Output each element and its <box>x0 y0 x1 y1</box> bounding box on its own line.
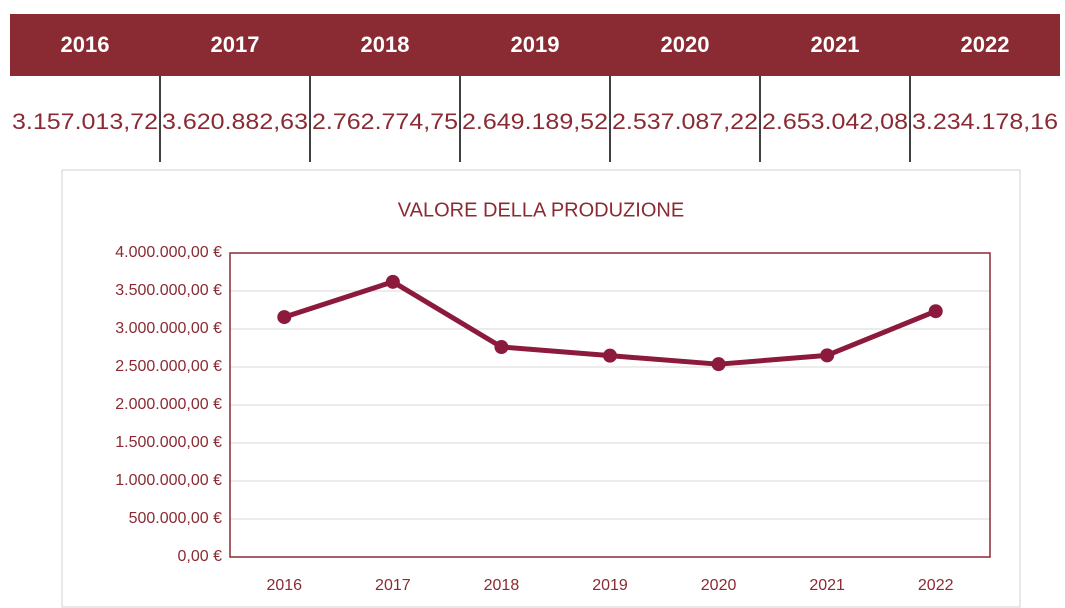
x-tick-label: 2016 <box>266 577 302 594</box>
table-cell: 3.157.013,72 <box>12 109 158 134</box>
table-header: 2020 <box>661 32 710 57</box>
table-cell: 2.762.774,75 <box>312 109 458 134</box>
y-tick-label: 3.000.000,00 € <box>115 320 222 337</box>
data-point <box>494 340 509 355</box>
y-tick-label: 2.500.000,00 € <box>115 358 222 375</box>
table-cell: 2.653.042,08 <box>762 109 908 134</box>
table-header: 2017 <box>211 32 260 57</box>
table-header: 2019 <box>511 32 560 57</box>
y-tick-label: 2.000.000,00 € <box>115 396 222 413</box>
table-cell: 3.620.882,63 <box>162 109 308 134</box>
table-header: 2022 <box>961 32 1010 57</box>
y-tick-label: 4.000.000,00 € <box>115 244 222 261</box>
table-header: 2018 <box>361 32 410 57</box>
y-tick-label: 500.000,00 € <box>129 510 223 527</box>
table-header-band <box>10 14 1060 76</box>
data-point <box>820 348 835 363</box>
table-header: 2021 <box>811 32 860 57</box>
x-tick-label: 2022 <box>918 577 954 594</box>
data-point <box>385 274 400 289</box>
x-tick-label: 2018 <box>484 577 520 594</box>
table-cell: 2.537.087,22 <box>612 109 758 134</box>
plot-border <box>229 252 991 558</box>
y-tick-label: 3.500.000,00 € <box>115 282 222 299</box>
data-point <box>928 304 943 319</box>
table-header: 2016 <box>61 32 110 57</box>
y-tick-label: 1.000.000,00 € <box>115 472 222 489</box>
data-point <box>277 310 292 325</box>
table-cell: 2.649.189,52 <box>462 109 608 134</box>
data-point <box>603 348 617 363</box>
x-tick-label: 2017 <box>375 577 411 594</box>
x-tick-label: 2021 <box>809 577 845 594</box>
x-tick-label: 2020 <box>701 577 737 594</box>
x-tick-label: 2019 <box>592 577 628 594</box>
table-cell: 3.234.178,16 <box>912 109 1058 134</box>
data-point <box>711 357 726 372</box>
chart-title: VALORE DELLA PRODUZIONE <box>398 199 684 221</box>
y-tick-label: 0,00 € <box>178 548 223 565</box>
chart-frame <box>61 169 1021 608</box>
y-tick-label: 1.500.000,00 € <box>115 434 222 451</box>
